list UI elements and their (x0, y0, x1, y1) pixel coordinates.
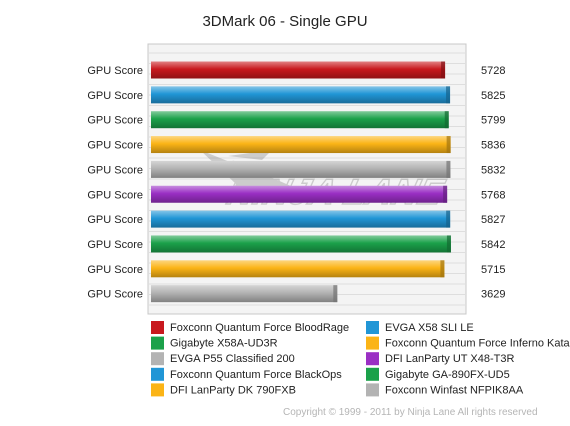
bar-end-cap (333, 285, 338, 303)
legend-label: Foxconn Winfast NFPIK8AA (385, 384, 524, 396)
bar (151, 235, 451, 253)
bar (151, 185, 448, 203)
legend-label: DFI LanParty DK 790FXB (170, 384, 296, 396)
category-label: GPU Score (87, 289, 143, 301)
copyright-text: Copyright © 1999 - 2011 by Ninja Lane Al… (283, 407, 538, 418)
value-label: 5836 (481, 140, 505, 152)
value-label: 5728 (481, 65, 505, 77)
value-label: 5825 (481, 90, 505, 102)
bar-end-cap (440, 260, 445, 278)
bar (151, 61, 446, 79)
legend-swatch (151, 383, 164, 397)
legend-label: Gigabyte X58A-UD3R (170, 338, 278, 350)
legend-label: Foxconn Quantum Force BlackOps (170, 369, 342, 381)
bar-end-cap (444, 111, 449, 129)
category-labels: GPU Score GPU Score GPU Score GPU Score GPU … (87, 65, 143, 301)
legend-label: Gigabyte GA-890FX-UD5 (385, 369, 510, 381)
legend-label: EVGA X58 SLI LE (385, 322, 474, 334)
legend-swatch (151, 336, 164, 350)
bar (151, 285, 338, 303)
category-label: GPU Score (87, 90, 143, 102)
category-label: GPU Score (87, 214, 143, 226)
legend-swatch (151, 321, 164, 334)
legend-label: DFI LanParty UT X48-T3R (385, 353, 514, 365)
value-label: 5768 (481, 189, 505, 201)
value-label: 5832 (481, 164, 505, 176)
legend-swatch (366, 336, 379, 350)
bar (151, 260, 445, 278)
bar-end-cap (446, 86, 451, 104)
legend-label: Foxconn Quantum Force Inferno Katana (385, 338, 570, 350)
category-label: GPU Score (87, 140, 143, 152)
category-label: GPU Score (87, 264, 143, 276)
bar (151, 136, 451, 154)
bar-end-cap (441, 61, 446, 79)
legend-swatch (151, 352, 164, 366)
category-label: GPU Score (87, 65, 143, 77)
bar-end-cap (446, 136, 451, 154)
value-labels: 5728 5825 5799 5836 5832 5768 5827 5842 5715 3629 (481, 65, 505, 301)
category-label: GPU Score (87, 115, 143, 127)
legend-swatch (151, 367, 164, 381)
bar (151, 111, 449, 129)
bar-end-cap (446, 235, 451, 253)
bar (151, 210, 451, 228)
legend-label: EVGA P55 Classified 200 (170, 353, 295, 365)
category-label: GPU Score (87, 189, 143, 201)
legend-swatch (366, 383, 379, 397)
legend: Foxconn Quantum Force BloodRage EVGA X58 … (151, 321, 570, 397)
bar-end-cap (446, 210, 451, 228)
value-label: 3629 (481, 289, 505, 301)
value-label: 5827 (481, 214, 505, 226)
category-label: GPU Score (87, 239, 143, 251)
bar (151, 160, 451, 178)
legend-swatch (366, 321, 379, 334)
bars (151, 61, 451, 303)
category-label: GPU Score (87, 164, 143, 176)
chart-title: 3DMark 06 - Single GPU (202, 13, 367, 30)
bar-end-cap (446, 160, 451, 178)
bar-end-cap (443, 185, 448, 203)
value-label: 5715 (481, 264, 505, 276)
legend-swatch (366, 367, 379, 381)
value-label: 5842 (481, 239, 505, 251)
bar (151, 86, 451, 104)
legend-swatch (366, 352, 379, 366)
value-label: 5799 (481, 115, 505, 127)
legend-label: Foxconn Quantum Force BloodRage (170, 322, 349, 334)
